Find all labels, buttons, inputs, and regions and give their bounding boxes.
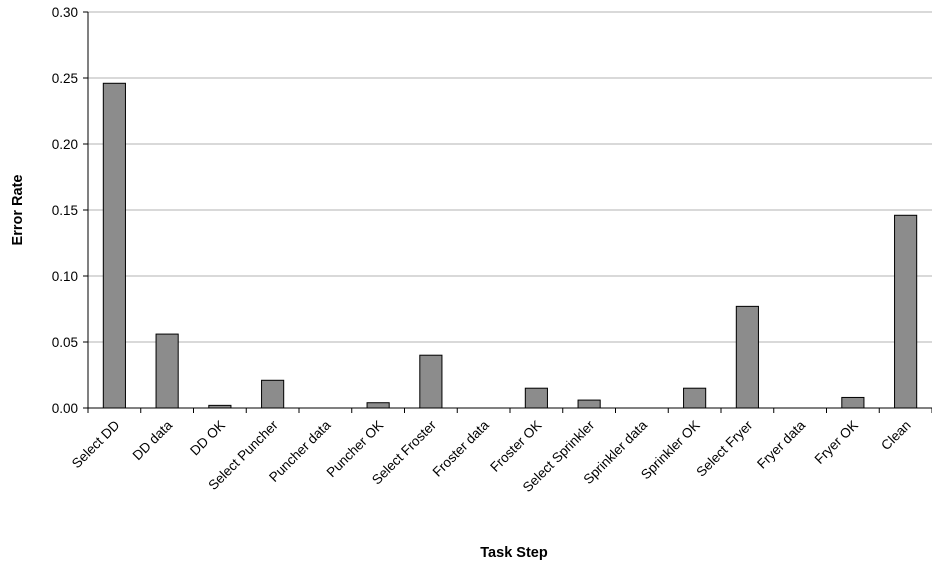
bar-sprinkler-ok xyxy=(683,387,707,409)
bar-select-dd xyxy=(102,82,126,409)
bar-select-froster xyxy=(419,354,443,409)
y-tick-label: 0.25 xyxy=(52,71,78,86)
bar-select-puncher xyxy=(261,379,285,409)
gridlines xyxy=(88,11,932,343)
y-tick-label: 0.15 xyxy=(52,203,78,218)
y-tick-label: 0.30 xyxy=(52,5,78,20)
x-tick-label: Froster OK xyxy=(487,418,544,475)
y-tick-label: 0.10 xyxy=(52,269,78,284)
x-tick-label: Froster data xyxy=(430,417,492,479)
bars xyxy=(102,82,918,409)
x-tick-label: Select DD xyxy=(69,417,123,471)
bar-fryer-ok xyxy=(841,396,865,409)
y-tick-label: 0.20 xyxy=(52,137,78,152)
x-axis-title: Task Step xyxy=(480,545,548,561)
y-tick-label: 0.00 xyxy=(52,401,78,416)
bar-select-fryer xyxy=(735,305,759,409)
y-axis-title: Error Rate xyxy=(10,175,26,246)
bar-froster-ok xyxy=(524,387,548,409)
bar-puncher-ok xyxy=(366,402,390,409)
bar-select-sprinkler xyxy=(577,399,601,409)
bar-clean xyxy=(894,214,918,409)
bar-dd-data xyxy=(155,333,179,409)
axes xyxy=(83,11,932,413)
x-tick-label: DD OK xyxy=(187,418,228,459)
x-tick-label: Select Fryer xyxy=(693,417,755,479)
y-tick-label: 0.05 xyxy=(52,335,78,350)
y-tick-labels: 0.00 0.05 0.10 0.15 0.20 0.25 0.30 xyxy=(52,5,78,416)
x-tick-label: Fryer OK xyxy=(812,418,861,467)
x-tick-label: Fryer data xyxy=(754,417,808,471)
x-tick-label: Clean xyxy=(878,418,914,454)
x-tick-label: DD data xyxy=(130,417,176,463)
